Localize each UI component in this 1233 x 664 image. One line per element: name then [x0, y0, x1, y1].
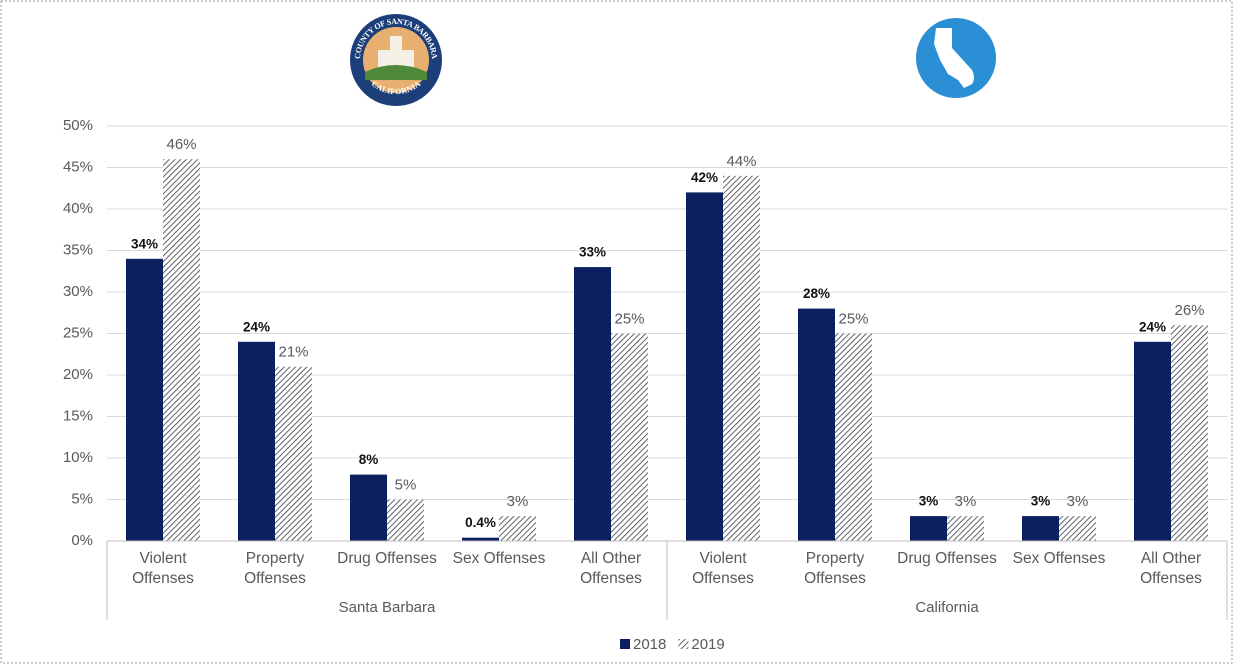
data-label: 34% [131, 236, 158, 251]
bar [723, 175, 760, 542]
y-tick-label: 30% [63, 283, 93, 300]
group-label: California [915, 599, 979, 616]
data-label: 26% [1174, 302, 1204, 319]
bar [499, 516, 536, 541]
bar [1134, 341, 1171, 541]
data-label: 42% [691, 170, 718, 185]
y-tick-label: 20% [63, 366, 93, 383]
x-tick-label: Sex Offenses [452, 550, 546, 567]
bar [1171, 325, 1208, 541]
bar [1059, 516, 1096, 541]
county-seal: COUNTY OF SANTA BARBARA CALIFORNIA [350, 14, 442, 106]
bar [835, 333, 872, 541]
bar [126, 258, 163, 541]
x-tick-label: Sex Offenses [1012, 550, 1106, 567]
x-tick-label: Violent Offenses [692, 550, 754, 587]
x-tick-label: Property Offenses [804, 550, 866, 587]
bar [686, 192, 723, 541]
x-tick-label: All Other Offenses [580, 550, 642, 587]
data-label: 8% [359, 452, 379, 467]
y-tick-label: 35% [63, 241, 93, 258]
california-logo [916, 18, 996, 98]
y-tick-label: 15% [63, 407, 93, 424]
legend-swatch [678, 639, 689, 649]
data-label: 3% [507, 493, 529, 510]
x-tick-label: Drug Offenses [897, 550, 997, 567]
y-tick-label: 50% [63, 117, 93, 134]
x-tick-label: Violent Offenses [132, 550, 194, 587]
data-label: 3% [1031, 494, 1051, 509]
bar [387, 499, 424, 541]
y-tick-label: 40% [63, 200, 93, 217]
data-label: 5% [395, 476, 417, 493]
bar [163, 159, 200, 541]
data-label: 28% [803, 286, 830, 301]
bar [462, 537, 499, 541]
bar [1022, 516, 1059, 541]
data-label: 21% [278, 344, 308, 361]
bar [798, 308, 835, 541]
data-label: 3% [955, 493, 977, 510]
data-label: 0.4% [465, 515, 496, 530]
y-tick-label: 0% [71, 532, 93, 549]
data-label: 25% [614, 310, 644, 327]
data-label: 46% [166, 136, 196, 153]
y-tick-label: 5% [71, 490, 93, 507]
x-tick-label: Property Offenses [244, 550, 306, 587]
bar [574, 267, 611, 541]
legend-swatch [620, 639, 630, 649]
data-label: 24% [1139, 319, 1166, 334]
y-tick-label: 10% [63, 449, 93, 466]
bar [947, 516, 984, 541]
data-label: 44% [726, 153, 756, 170]
y-tick-label: 45% [63, 158, 93, 175]
group-label: Santa Barbara [339, 599, 436, 616]
bar [350, 474, 387, 541]
bar [611, 333, 648, 541]
y-tick-label: 25% [63, 324, 93, 341]
bar [238, 341, 275, 541]
data-label: 33% [579, 245, 606, 260]
data-label: 24% [243, 319, 270, 334]
legend-label: 2019 [691, 636, 724, 653]
bar [910, 516, 947, 541]
data-label: 3% [919, 494, 939, 509]
bar [275, 366, 312, 541]
legend-label: 2018 [633, 636, 666, 653]
x-tick-label: Drug Offenses [337, 550, 437, 567]
x-tick-label: All Other Offenses [1140, 550, 1202, 587]
data-label: 3% [1067, 493, 1089, 510]
data-label: 25% [838, 310, 868, 327]
